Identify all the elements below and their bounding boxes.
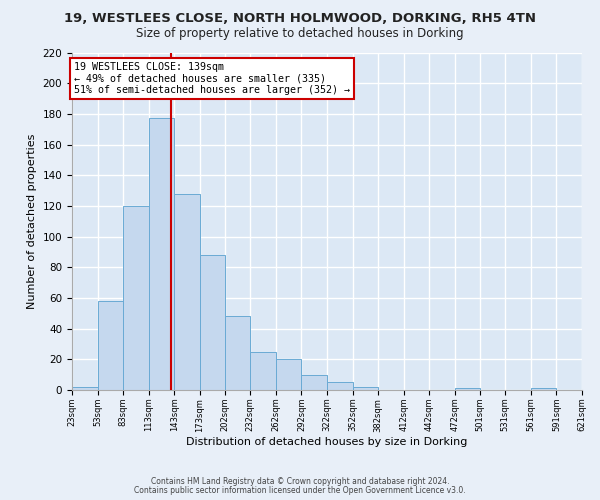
Bar	[327, 382, 353, 390]
Text: 19, WESTLEES CLOSE, NORTH HOLMWOOD, DORKING, RH5 4TN: 19, WESTLEES CLOSE, NORTH HOLMWOOD, DORK…	[64, 12, 536, 26]
Text: Size of property relative to detached houses in Dorking: Size of property relative to detached ho…	[136, 28, 464, 40]
Bar	[224, 316, 250, 390]
Bar	[301, 374, 327, 390]
Bar	[582, 388, 600, 390]
Text: Contains HM Land Registry data © Crown copyright and database right 2024.: Contains HM Land Registry data © Crown c…	[151, 477, 449, 486]
Bar	[353, 387, 378, 390]
Text: 19 WESTLEES CLOSE: 139sqm
← 49% of detached houses are smaller (335)
51% of semi: 19 WESTLEES CLOSE: 139sqm ← 49% of detac…	[74, 62, 350, 95]
Bar	[98, 301, 123, 390]
Bar	[149, 118, 175, 390]
X-axis label: Distribution of detached houses by size in Dorking: Distribution of detached houses by size …	[187, 437, 467, 447]
Bar	[531, 388, 556, 390]
Bar	[123, 206, 149, 390]
Bar	[455, 388, 479, 390]
Y-axis label: Number of detached properties: Number of detached properties	[27, 134, 37, 309]
Bar	[200, 255, 224, 390]
Bar	[72, 387, 98, 390]
Text: Contains public sector information licensed under the Open Government Licence v3: Contains public sector information licen…	[134, 486, 466, 495]
Bar	[175, 194, 200, 390]
Bar	[276, 360, 301, 390]
Bar	[250, 352, 276, 390]
